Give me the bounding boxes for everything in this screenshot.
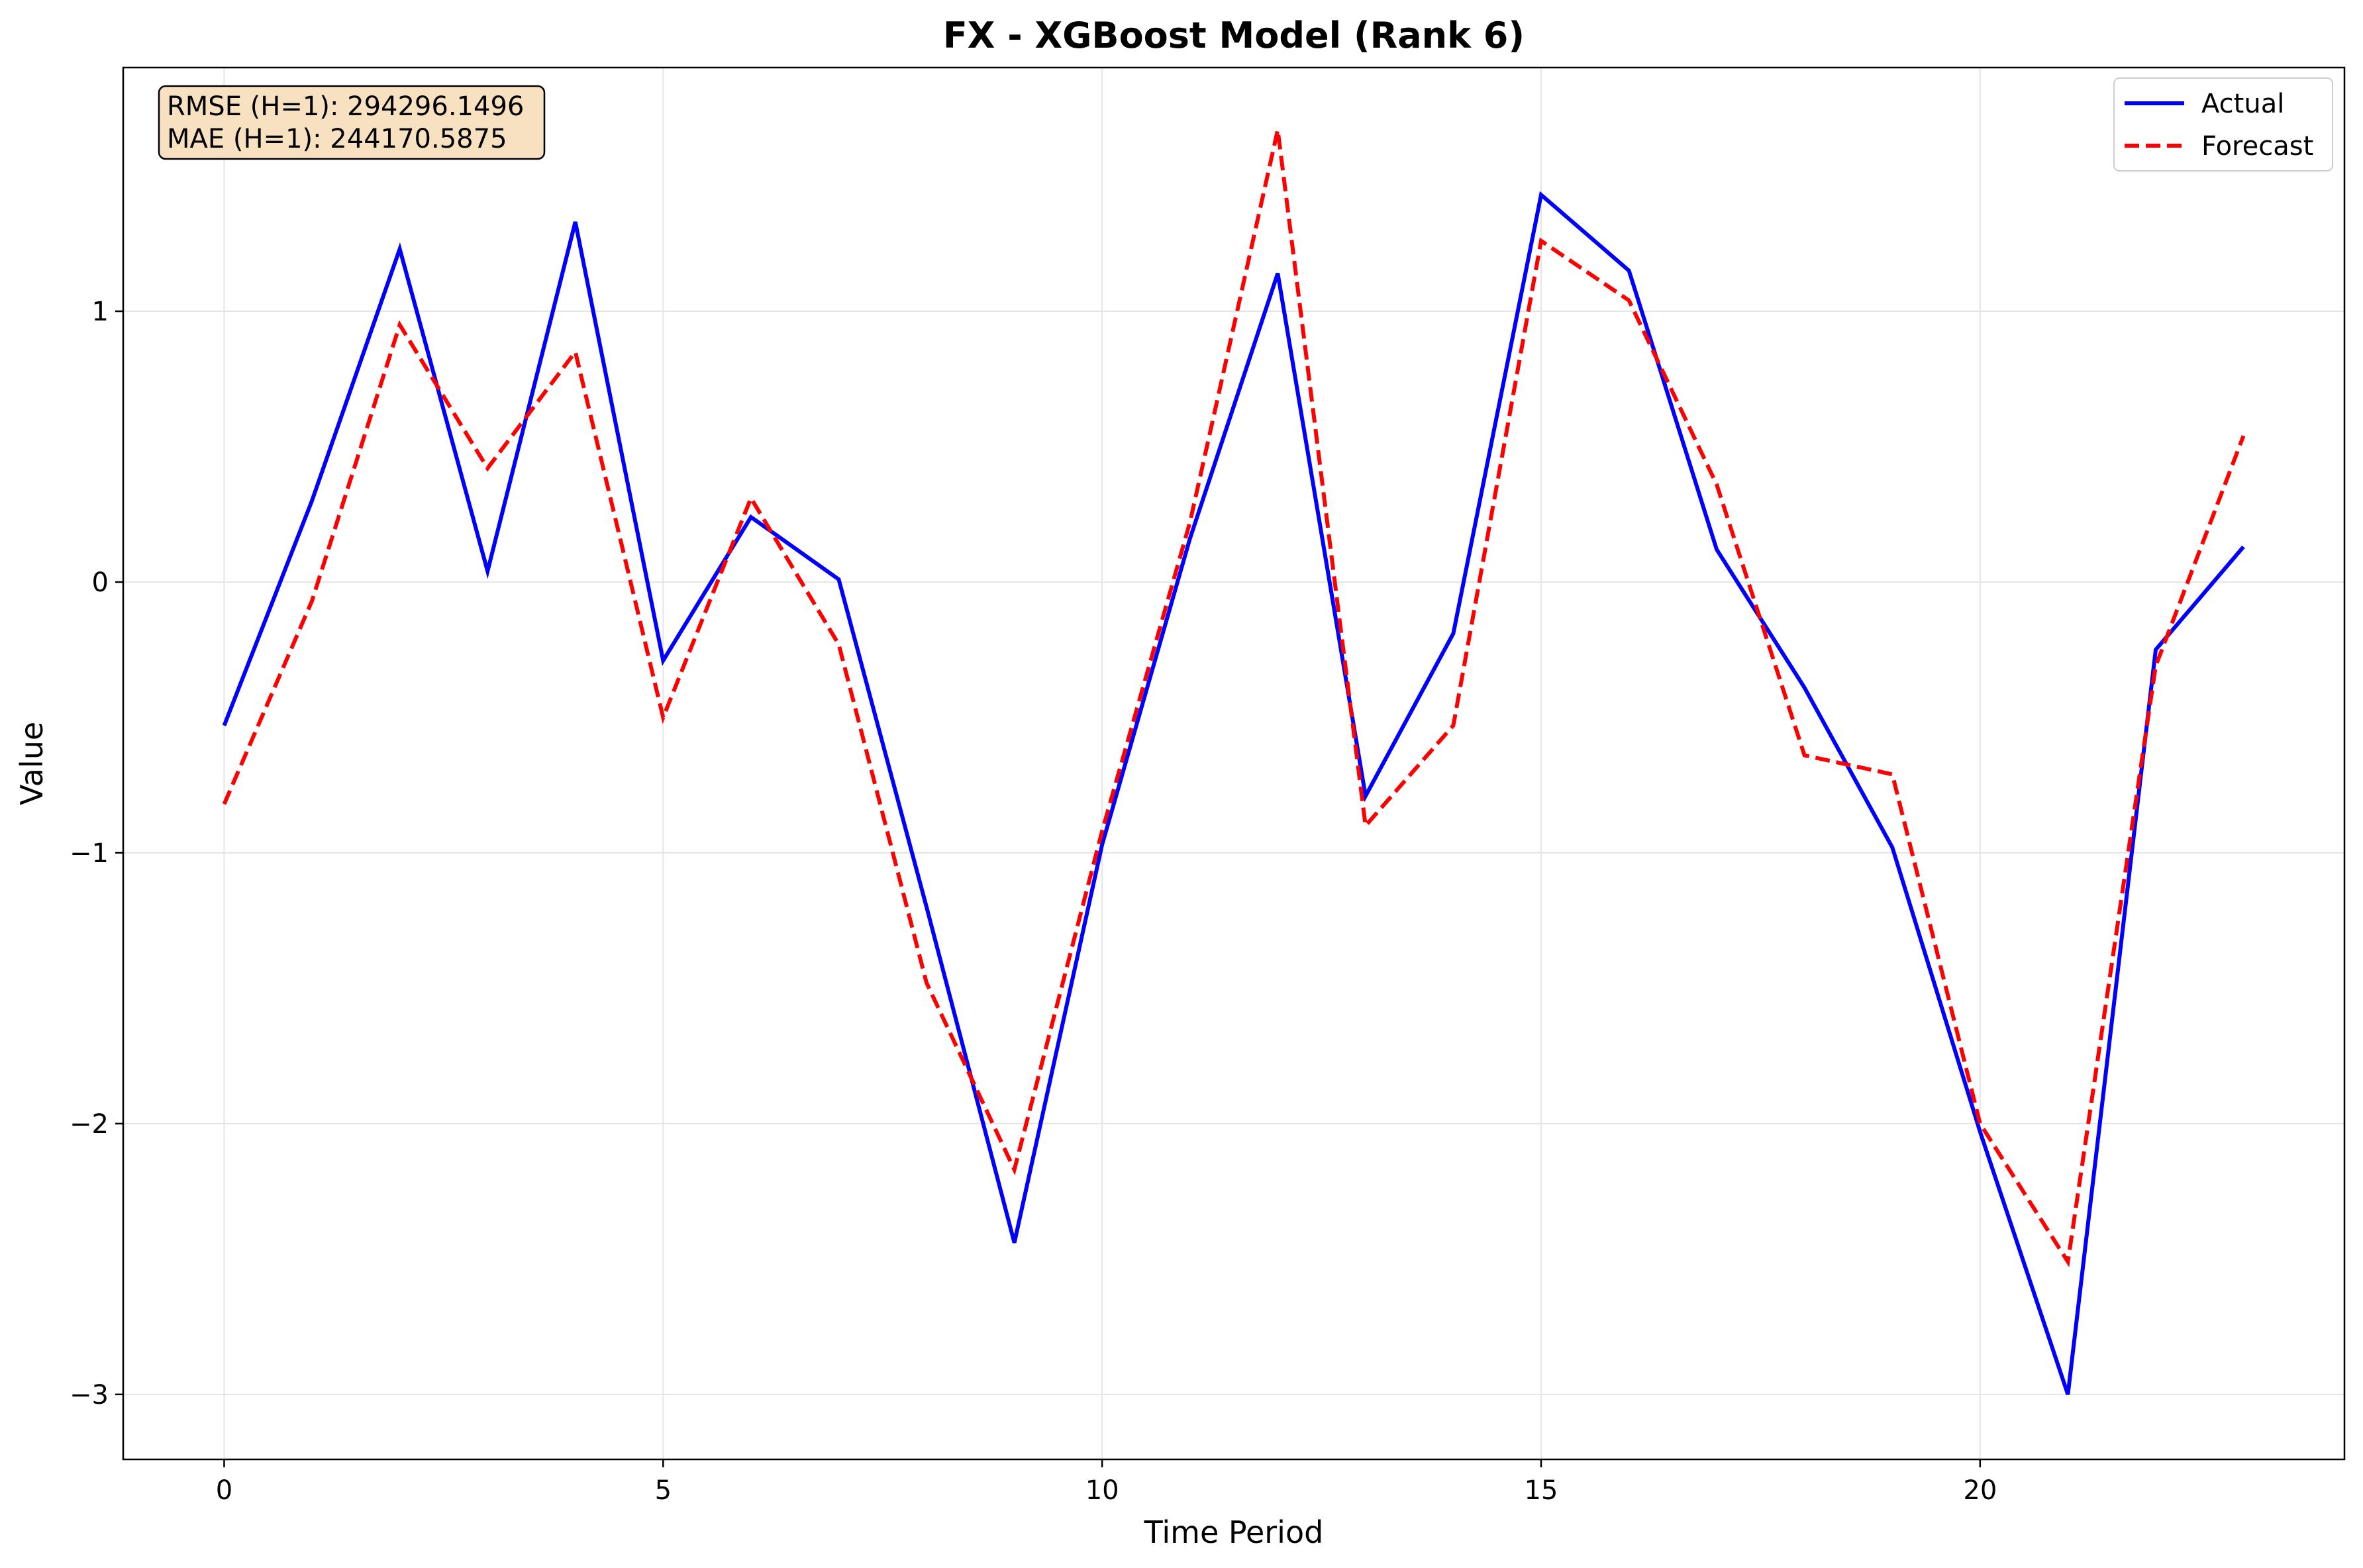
y-tick-label: 0 — [92, 567, 109, 598]
series-line-forecast — [222, 129, 2246, 1267]
legend-forecast-label: Forecast — [2201, 131, 2313, 162]
x-tick-label: 5 — [655, 1475, 672, 1506]
y-tick-label: −1 — [70, 838, 109, 869]
x-tick-label: 10 — [1085, 1475, 1119, 1506]
metrics-box: RMSE (H=1): 294296.1496 MAE (H=1): 24417… — [158, 85, 546, 160]
legend: Actual Forecast — [2113, 77, 2333, 172]
y-tick-label: 1 — [92, 297, 109, 327]
x-axis-label: Time Period — [1144, 1514, 1324, 1550]
series-line-actual — [222, 191, 2245, 1395]
plot-area-frame — [122, 66, 2346, 1461]
legend-actual-label: Actual — [2201, 89, 2284, 119]
chart-title: FX - XGBoost Model (Rank 6) — [943, 15, 1525, 56]
x-tick-label: 20 — [1963, 1475, 1997, 1506]
rmse-annotation: RMSE (H=1): 294296.1496 — [167, 91, 524, 122]
mae-annotation: MAE (H=1): 244170.5875 — [167, 124, 507, 154]
x-tick-label: 0 — [216, 1475, 232, 1506]
series-lines — [222, 129, 2246, 1395]
y-tick-label: −3 — [70, 1380, 109, 1410]
grid-lines — [123, 68, 2344, 1459]
metrics-box-background — [158, 85, 546, 160]
y-tick-label: −2 — [70, 1109, 109, 1140]
y-axis-label: Value — [14, 722, 50, 805]
x-tick-label: 15 — [1525, 1475, 1558, 1506]
